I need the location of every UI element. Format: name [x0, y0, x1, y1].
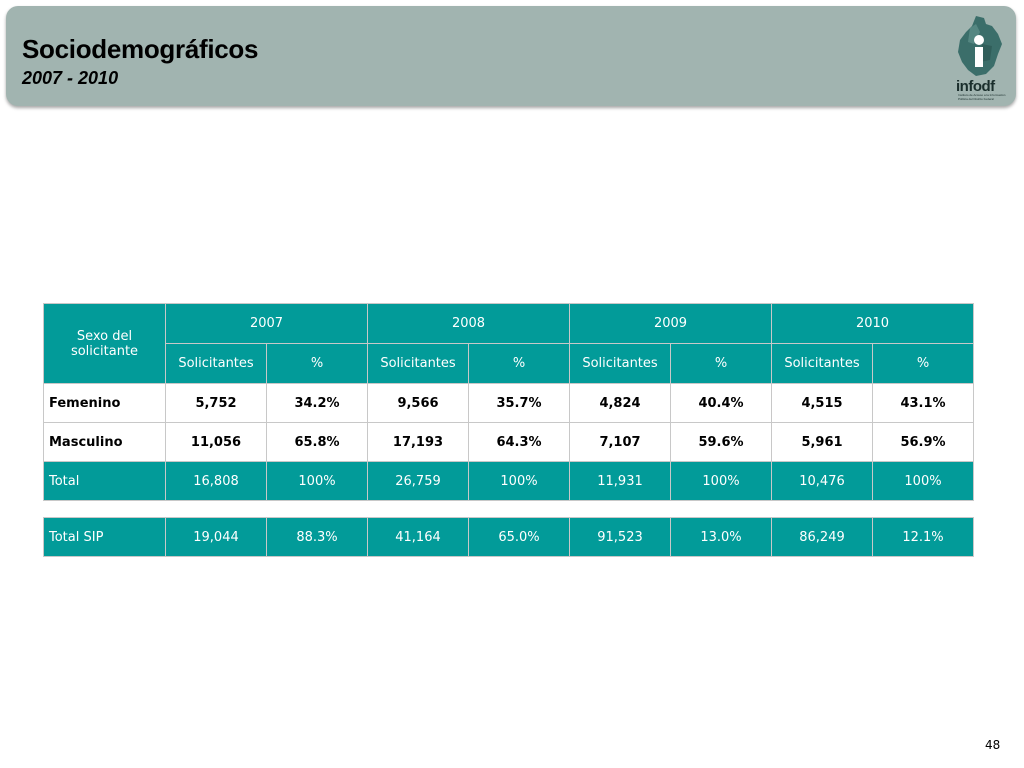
- table-cell: 43.1%: [872, 383, 974, 423]
- total-sip-table: Total SIP 19,044 88.3% 41,164 65.0% 91,5…: [43, 517, 974, 557]
- page-number: 48: [985, 738, 1001, 752]
- sub-header: %: [670, 343, 772, 384]
- page-title: Sociodemográficos: [22, 34, 259, 64]
- table-cell: 5,752: [165, 383, 267, 423]
- table-cell: 65.0%: [468, 517, 570, 557]
- row-label: Total SIP: [43, 517, 166, 557]
- page-subtitle: 2007 - 2010: [22, 68, 119, 88]
- sub-header: Solicitantes: [165, 343, 267, 384]
- sub-header: Solicitantes: [569, 343, 671, 384]
- table-cell: 88.3%: [266, 517, 368, 557]
- sub-header: %: [266, 343, 368, 384]
- year-header: 2008: [367, 303, 570, 344]
- sub-header-row: Solicitantes % Solicitantes % Solicitant…: [44, 343, 974, 384]
- table-cell: 11,056: [165, 422, 267, 462]
- table-cell: 40.4%: [670, 383, 772, 423]
- row-header-cell: Sexo del solicitante: [43, 303, 166, 384]
- table-cell: 26,759: [367, 461, 469, 501]
- table-row: Masculino 11,056 65.8% 17,193 64.3% 7,10…: [43, 422, 974, 462]
- row-label: Total: [43, 461, 166, 501]
- table-cell: 5,961: [771, 422, 873, 462]
- table-cell: 4,515: [771, 383, 873, 423]
- sub-header: %: [468, 343, 570, 384]
- table-cell: 13.0%: [670, 517, 772, 557]
- table-cell: 41,164: [367, 517, 469, 557]
- sub-header: Solicitantes: [367, 343, 469, 384]
- logo-wordmark: infodf: [956, 78, 995, 95]
- infodf-logo: infodf Instituto de Acceso a la Informac…: [946, 14, 1012, 106]
- table-cell: 100%: [266, 461, 368, 501]
- table-cell: 65.8%: [266, 422, 368, 462]
- total-row: Total 16,808 100% 26,759 100% 11,931 100…: [43, 461, 974, 501]
- table-cell: 91,523: [569, 517, 671, 557]
- row-label: Femenino: [43, 383, 166, 423]
- year-header: 2009: [569, 303, 772, 344]
- table-cell: 11,931: [569, 461, 671, 501]
- map-icon: [958, 16, 1002, 76]
- table-cell: 16,808: [165, 461, 267, 501]
- year-header: 2010: [771, 303, 974, 344]
- table-cell: 17,193: [367, 422, 469, 462]
- table-cell: 34.2%: [266, 383, 368, 423]
- table-cell: 56.9%: [872, 422, 974, 462]
- year-header-row: Sexo del solicitante 2007 2008 2009 2010: [43, 303, 974, 384]
- sub-header: %: [872, 343, 974, 384]
- logo-subtext: Instituto de Acceso a la Información Púb…: [958, 93, 1006, 101]
- table-cell: 4,824: [569, 383, 671, 423]
- table-cell: 10,476: [771, 461, 873, 501]
- table-cell: 35.7%: [468, 383, 570, 423]
- table-cell: 12.1%: [872, 517, 974, 557]
- year-header: 2007: [165, 303, 368, 344]
- table-cell: 64.3%: [468, 422, 570, 462]
- table-cell: 19,044: [165, 517, 267, 557]
- slide-header: Sociodemográficos 2007 - 2010: [6, 6, 1016, 106]
- row-label: Masculino: [43, 422, 166, 462]
- table-cell: 59.6%: [670, 422, 772, 462]
- table-cell: 100%: [872, 461, 974, 501]
- sociodemographic-table: Sexo del solicitante 2007 2008 2009 2010…: [43, 303, 974, 501]
- sub-header: Solicitantes: [771, 343, 873, 384]
- table-cell: 100%: [670, 461, 772, 501]
- table-row: Femenino 5,752 34.2% 9,566 35.7% 4,824 4…: [43, 383, 974, 423]
- table-cell: 100%: [468, 461, 570, 501]
- total-sip-row: Total SIP 19,044 88.3% 41,164 65.0% 91,5…: [43, 517, 974, 557]
- table-cell: 9,566: [367, 383, 469, 423]
- table-cell: 86,249: [771, 517, 873, 557]
- table-cell: 7,107: [569, 422, 671, 462]
